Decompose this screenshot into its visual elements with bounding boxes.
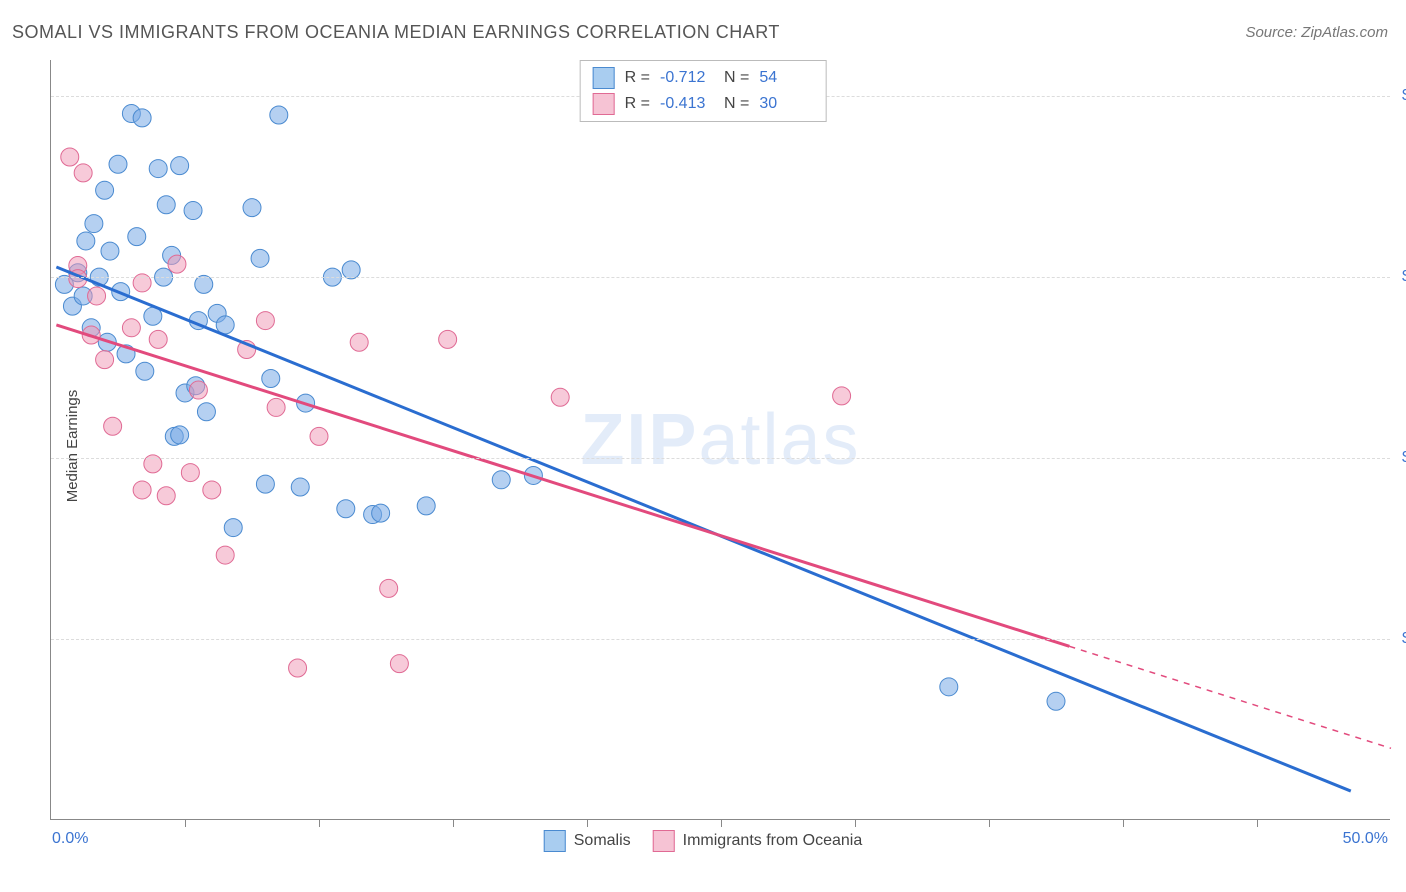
plot-area: ZIPatlas $22,500$35,000$47,500$60,000 [50,60,1390,820]
x-tick [721,819,722,827]
data-point [96,351,114,369]
y-tick-label: $60,000 [1392,87,1406,105]
data-point [77,232,95,250]
y-tick-label: $47,500 [1392,268,1406,286]
x-tick [989,819,990,827]
data-point [171,426,189,444]
data-point [128,228,146,246]
legend-row: R = -0.712 N = 54 [589,65,818,91]
gridline [51,277,1390,278]
data-point [224,519,242,537]
data-point [157,196,175,214]
data-point [380,579,398,597]
legend-label: Immigrants from Oceania [683,832,863,850]
x-min-label: 0.0% [52,830,88,848]
legend-item: Somalis [544,830,631,852]
data-point [267,398,285,416]
data-point [372,504,390,522]
data-point [256,312,274,330]
stat-r-value: -0.712 [660,69,714,87]
gridline [51,639,1390,640]
chart-title: SOMALI VS IMMIGRANTS FROM OCEANIA MEDIAN… [12,22,780,43]
legend-swatch [593,67,615,89]
data-point [337,500,355,518]
data-point [109,155,127,173]
data-point [96,181,114,199]
data-point [197,403,215,421]
y-tick-label: $22,500 [1392,630,1406,648]
stat-r-value: -0.413 [660,95,714,113]
data-point [101,242,119,260]
data-point [133,109,151,127]
data-point [149,160,167,178]
data-point [136,362,154,380]
x-tick [319,819,320,827]
data-point [184,202,202,220]
data-point [216,546,234,564]
data-point [289,659,307,677]
series-legend: Somalis Immigrants from Oceania [544,830,863,852]
data-point [310,427,328,445]
y-tick-label: $35,000 [1392,449,1406,467]
data-point [251,249,269,267]
x-tick [587,819,588,827]
correlation-legend: R = -0.712 N = 54 R = -0.413 N = 30 [580,60,827,122]
data-point [133,481,151,499]
stat-r-label: R = [625,69,650,87]
data-point [417,497,435,515]
data-point [61,148,79,166]
data-point [492,471,510,489]
data-point [390,655,408,673]
stat-n-value: 54 [759,69,813,87]
data-point [833,387,851,405]
data-point [203,481,221,499]
x-tick [855,819,856,827]
legend-swatch [593,93,615,115]
plot-svg [51,60,1390,819]
data-point [439,330,457,348]
data-point [1047,692,1065,710]
legend-item: Immigrants from Oceania [653,830,863,852]
gridline [51,458,1390,459]
data-point [157,487,175,505]
data-point [122,319,140,337]
legend-swatch [653,830,675,852]
data-point [171,157,189,175]
data-point [350,333,368,351]
data-point [104,417,122,435]
data-point [88,287,106,305]
stat-n-value: 30 [759,95,813,113]
x-tick [185,819,186,827]
data-point [256,475,274,493]
source-label: Source: ZipAtlas.com [1245,24,1388,41]
data-point [168,255,186,273]
data-point [551,388,569,406]
x-tick [1123,819,1124,827]
x-tick [453,819,454,827]
data-point [189,381,207,399]
legend-row: R = -0.413 N = 30 [589,91,818,117]
data-point [270,106,288,124]
data-point [181,464,199,482]
stat-r-label: R = [625,95,650,113]
data-point [291,478,309,496]
legend-swatch [544,830,566,852]
chart-container: { "title": "SOMALI VS IMMIGRANTS FROM OC… [0,0,1406,892]
data-point [74,164,92,182]
data-point [85,215,103,233]
x-tick [1257,819,1258,827]
data-point [262,369,280,387]
legend-label: Somalis [574,832,631,850]
data-point [940,678,958,696]
stat-n-label: N = [724,69,749,87]
stat-n-label: N = [724,95,749,113]
data-point [149,330,167,348]
x-max-label: 50.0% [1343,830,1388,848]
data-point [243,199,261,217]
